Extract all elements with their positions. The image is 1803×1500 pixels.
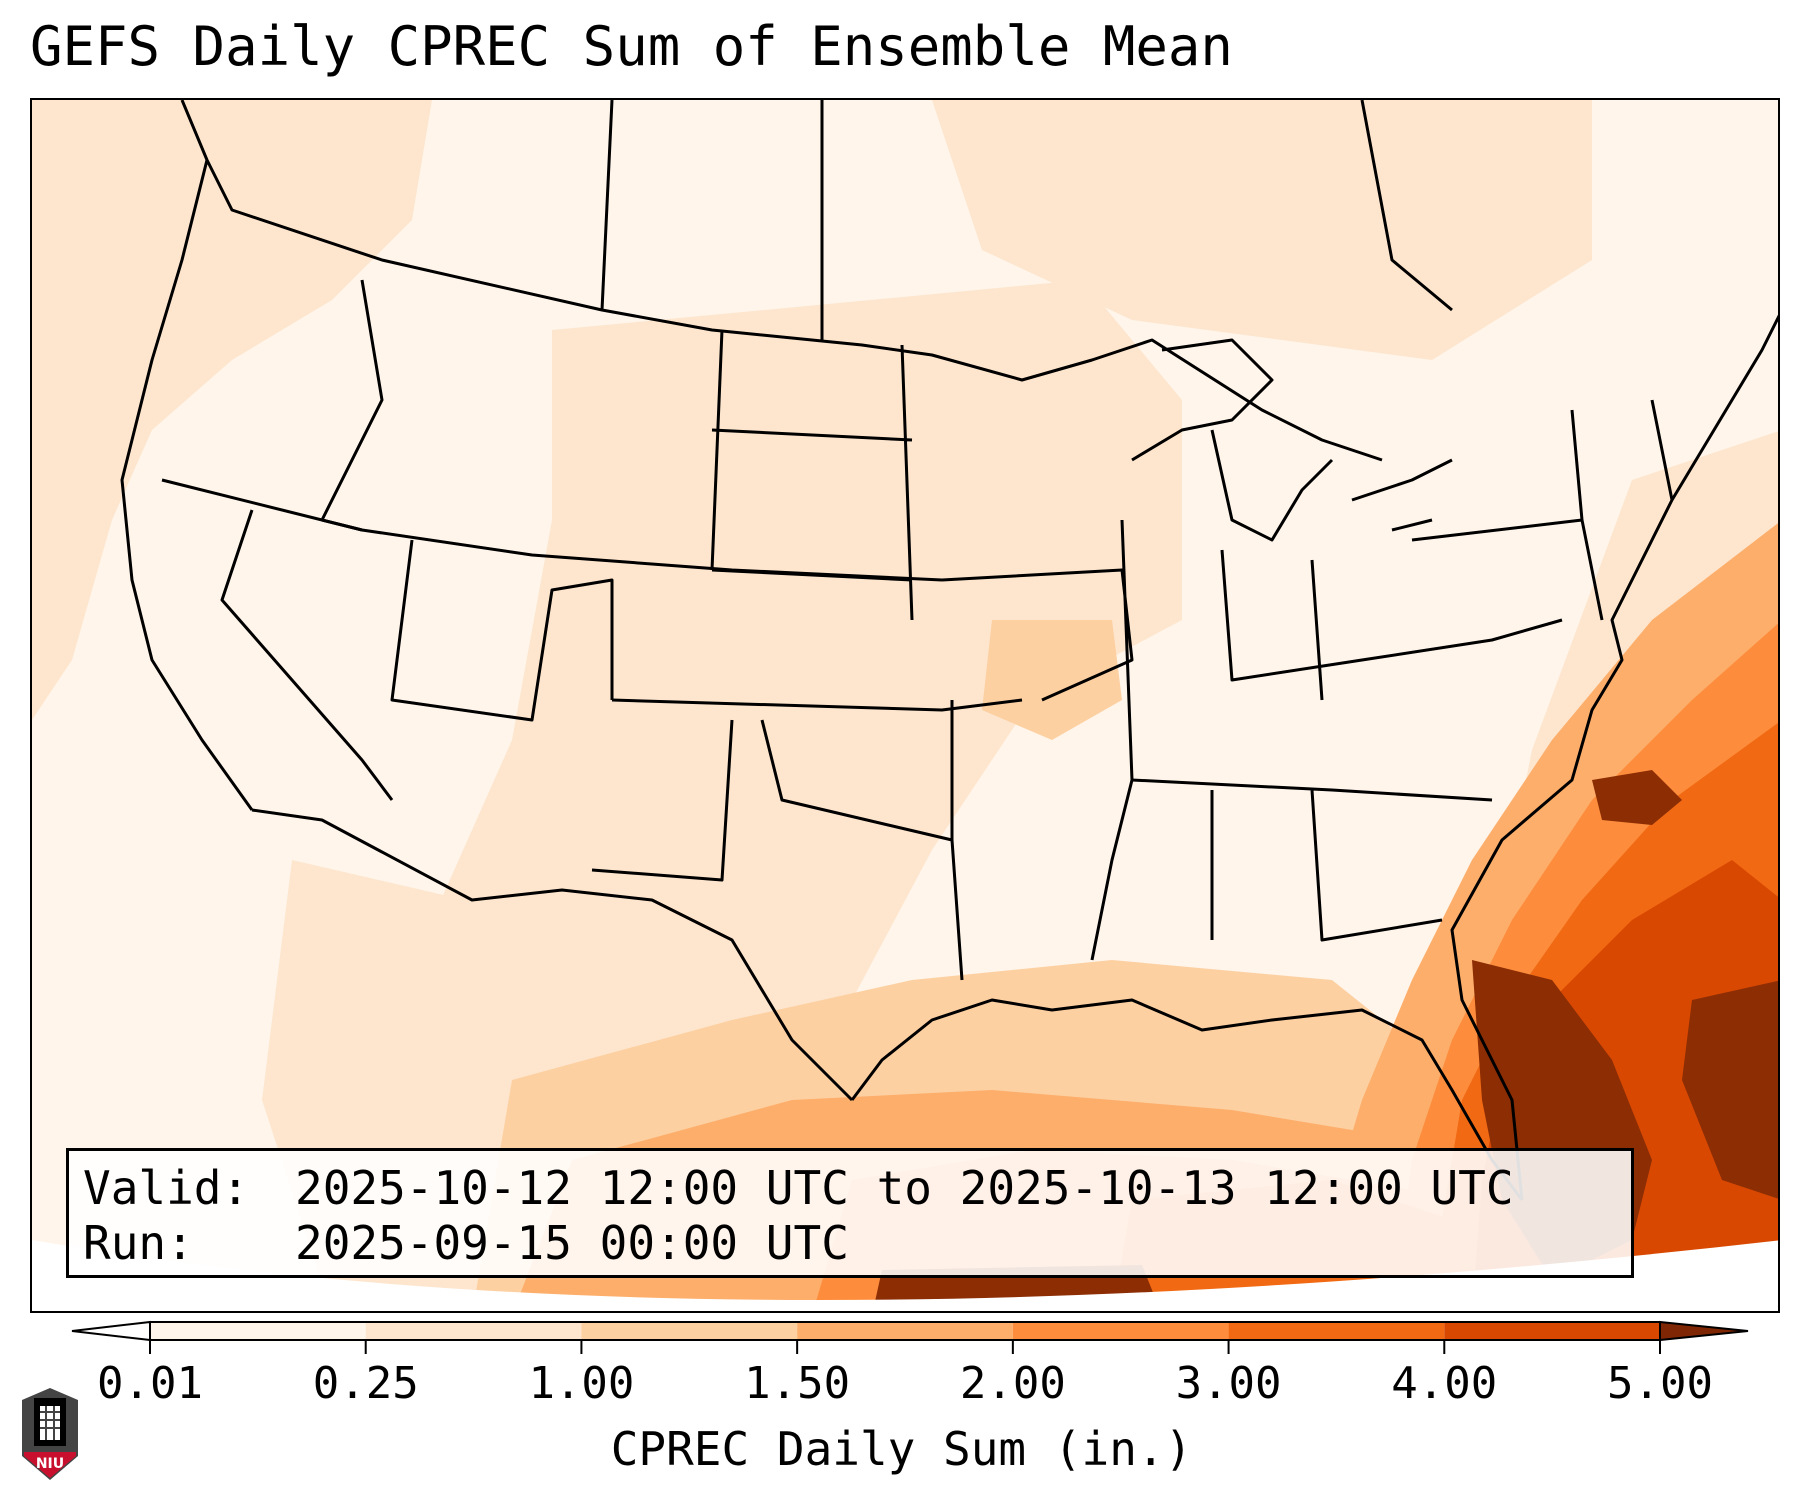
boundaries	[120, 100, 1778, 1201]
colorbar-cell	[150, 1322, 366, 1340]
colorbar-cell	[581, 1322, 798, 1340]
state-line-utah	[390, 539, 614, 722]
colorbar-cell	[1012, 1322, 1229, 1340]
us-canada-border	[180, 100, 1383, 462]
state-line-southeast	[1131, 778, 1493, 942]
colorbar-tick-label: 1.50	[744, 1358, 851, 1409]
colorbar-cell	[1444, 1322, 1660, 1340]
valid-key: Valid:	[83, 1161, 250, 1215]
state-line-midwest	[941, 519, 1134, 961]
state-line-ohio-valley	[1220, 549, 1563, 701]
colorbar-over-arrow	[1659, 1320, 1749, 1342]
projection-edge	[32, 1240, 1778, 1311]
colorbar-tick-label: 0.25	[312, 1358, 419, 1409]
map-title: GEFS Daily CPREC Sum of Ensemble Mean	[30, 15, 1233, 78]
state-line-northeast	[1411, 399, 1674, 621]
great-lakes	[1131, 338, 1453, 542]
state-line-texas	[591, 719, 964, 981]
run-key: Run:	[83, 1216, 194, 1270]
precip-field-canada	[932, 100, 1592, 360]
logo-tower-grid	[40, 1406, 60, 1440]
state-line-idaho	[320, 279, 384, 532]
valid-line: Valid: 2025-10-12 12:00 UTC to 2025-10-13…	[83, 1161, 1617, 1216]
us-gulf-coast	[850, 998, 1524, 1201]
run-line: Run: 2025-09-15 00:00 UTC	[83, 1216, 1617, 1271]
info-box: Valid: 2025-10-12 12:00 UTC to 2025-10-13…	[66, 1148, 1634, 1278]
logo-band	[24, 1452, 76, 1478]
state-line-dakotas	[710, 329, 914, 621]
colorbar-cell	[365, 1322, 582, 1340]
colorbar-ticks	[149, 1340, 1661, 1354]
colorbar-tick-label: 4.00	[1391, 1358, 1498, 1409]
valid-value: 2025-10-12 12:00 UTC to 2025-10-13 12:00…	[295, 1161, 1514, 1215]
colorbar-label: CPREC Daily Sum (in.)	[610, 1422, 1193, 1476]
colorbar-tick-label: 1.00	[528, 1358, 635, 1409]
colorbar-tick-label: 5.00	[1607, 1358, 1713, 1409]
precip-field-caribbean-max	[1682, 980, 1778, 1199]
niu-logo: NIU	[22, 1388, 78, 1480]
precip-map	[32, 100, 1778, 1311]
colorbar-under-arrow	[71, 1320, 151, 1342]
logo-text: NIU	[36, 1456, 64, 1472]
precip-field-pacific-northwest	[32, 100, 432, 720]
colorbar-tick-label: 3.00	[1175, 1358, 1282, 1409]
canada-province-lines	[600, 100, 1453, 340]
colorbar	[71, 1320, 1749, 1354]
us-mexico-border	[251, 808, 854, 1102]
precip-field-missouri	[982, 620, 1122, 740]
colorbar-cell	[1228, 1322, 1445, 1340]
state-line-nevada	[220, 509, 394, 801]
precip-field-central-plains	[432, 280, 1182, 1120]
map-panel	[30, 98, 1780, 1313]
us-east-coast	[1450, 314, 1778, 1201]
us-west-coast	[120, 159, 254, 811]
run-value: 2025-09-15 00:00 UTC	[295, 1216, 849, 1270]
state-line-plains	[611, 698, 1023, 842]
colorbar-cells	[71, 1320, 1749, 1342]
colorbar-tick-label: 2.00	[959, 1358, 1066, 1409]
precip-field-carolina-max	[1592, 770, 1682, 825]
colorbar-outline	[149, 1321, 1661, 1341]
colorbar-tick-label: 0.01	[97, 1358, 203, 1409]
colorbar-cell	[797, 1322, 1013, 1340]
